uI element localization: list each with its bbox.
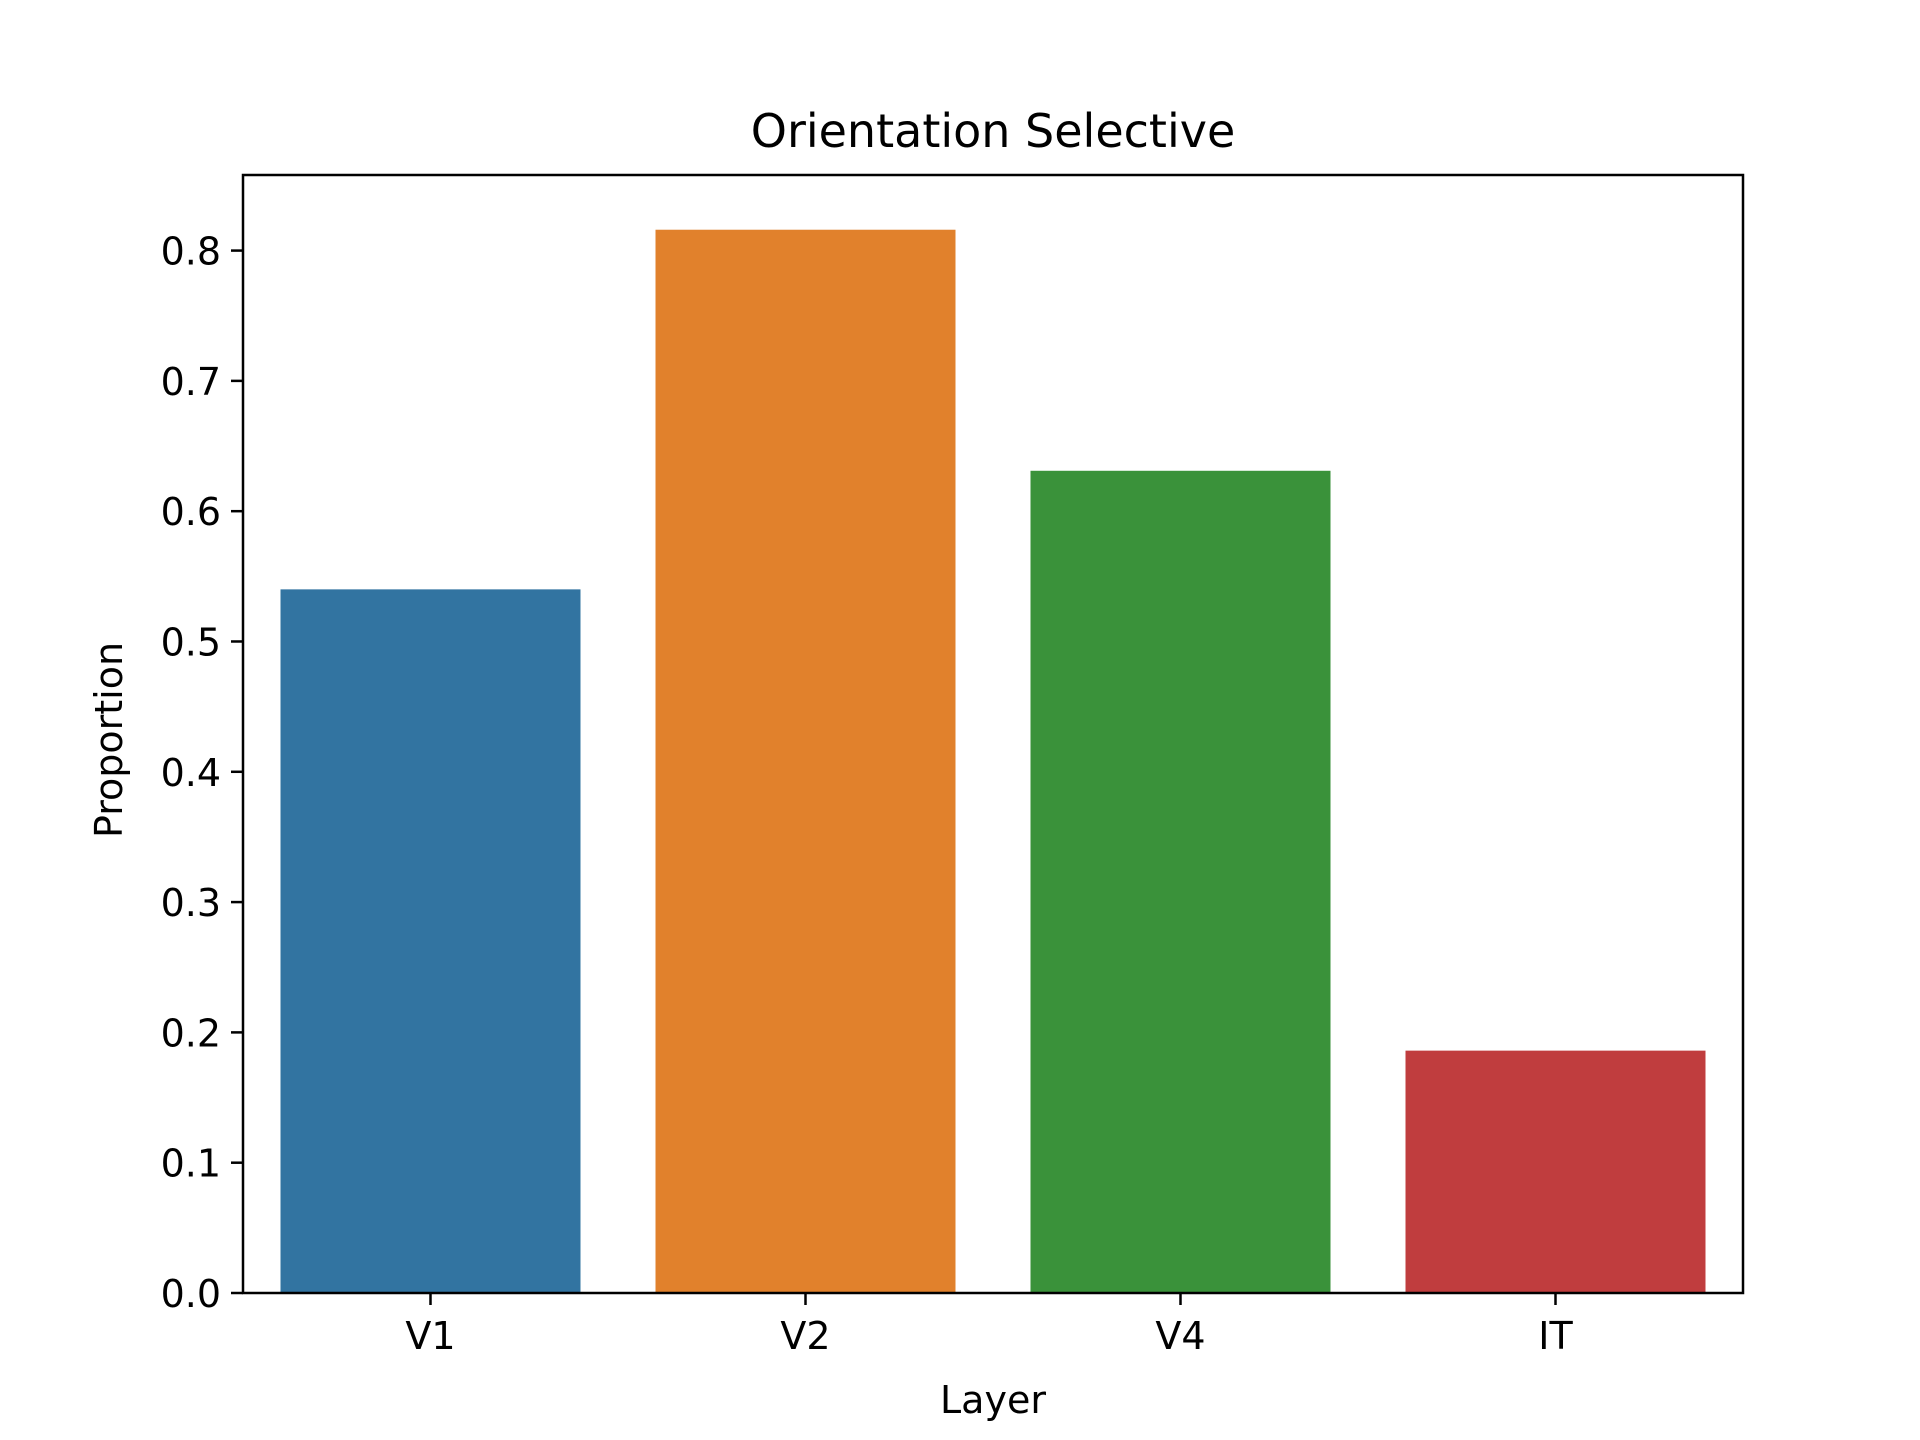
y-tick-label: 0.6 [161,490,221,534]
y-tick-label: 0.5 [161,620,221,664]
bar-it [1405,1050,1706,1293]
y-tick-label: 0.0 [161,1272,221,1316]
y-tick-label: 0.1 [161,1142,221,1186]
bar-v4 [1030,470,1331,1294]
plot-frame [241,173,1745,1295]
bar-v1 [280,589,581,1293]
bar-v2 [655,229,956,1293]
x-tick-label: V1 [405,1314,455,1358]
y-axis-label: Proportion [87,642,131,838]
y-tick-label: 0.8 [161,230,221,274]
y-tick-label: 0.3 [161,881,221,925]
y-tick-label: 0.2 [161,1011,221,1055]
x-axis: V1 V2 V4 IT [405,1293,1573,1358]
x-axis-label: Layer [940,1378,1046,1422]
x-tick-label: IT [1538,1314,1573,1358]
y-tick-label: 0.4 [161,751,221,795]
x-tick-label: V2 [780,1314,830,1358]
y-axis: 0.0 0.1 0.2 0.3 0.4 0.5 0.6 0.7 0.8 [161,230,243,1316]
chart-title: Orientation Selective [751,104,1236,158]
y-tick-label: 0.7 [161,360,221,404]
bars-layer [280,229,1706,1294]
x-tick-label: V4 [1155,1314,1205,1358]
